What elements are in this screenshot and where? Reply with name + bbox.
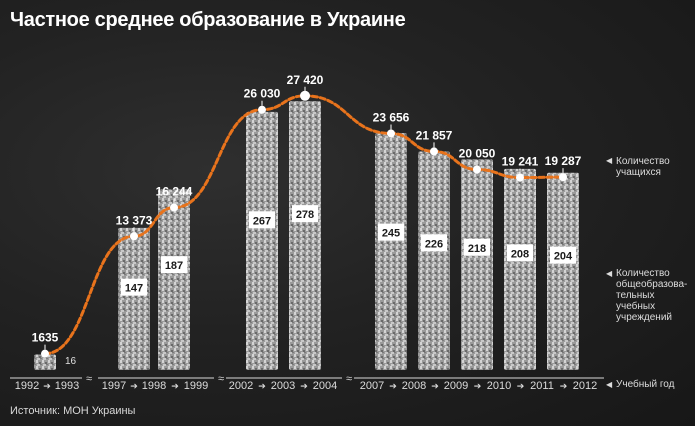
- students-value-label: 27 420: [287, 73, 324, 87]
- year-tick-label: 1998: [142, 380, 166, 392]
- school-bar: [118, 227, 150, 370]
- school-bar: [289, 101, 321, 371]
- school-value-label: 226: [425, 238, 443, 250]
- school-value-label: 278: [296, 209, 314, 221]
- school-bar: [461, 159, 493, 370]
- year-arrow-icon: ➔: [130, 382, 138, 392]
- students-point: [516, 173, 524, 182]
- year-tick-label: 2004: [313, 380, 337, 392]
- legend-schools-line-2: общеобразова-: [616, 279, 688, 290]
- students-value-label: 19 287: [545, 154, 582, 168]
- year-tick-label: 2003: [271, 380, 295, 392]
- legend-students: Количество учащихся: [616, 156, 670, 178]
- year-arrow-icon: ➔: [171, 382, 179, 392]
- school-label-box: [550, 246, 576, 264]
- legend-schools-line-4: учреждений: [616, 312, 673, 323]
- legend-year-arrow-icon: ◀: [606, 380, 613, 389]
- year-arrow-icon: ➔: [517, 382, 525, 392]
- legend-schools-line-1: Количество: [616, 268, 670, 279]
- axis-break-icon: ≈: [218, 373, 224, 385]
- source-note: Источник: МОН Украины: [10, 405, 136, 417]
- students-point: [258, 105, 266, 114]
- year-tick-label: 2007: [360, 380, 384, 392]
- school-label-box: [292, 205, 318, 223]
- students-point: [559, 173, 567, 182]
- year-arrow-icon: ➔: [389, 382, 397, 392]
- school-bar: [158, 189, 190, 370]
- year-tick-label: 1997: [102, 380, 126, 392]
- school-value-label: 187: [165, 260, 183, 272]
- year-tick-label: 1999: [184, 380, 208, 392]
- year-tick-label: 2011: [530, 380, 554, 392]
- year-tick-label: 2008: [402, 380, 426, 392]
- school-value-label: 267: [253, 215, 271, 227]
- year-arrow-icon: ➔: [474, 382, 482, 392]
- students-point: [41, 349, 49, 358]
- year-tick-label: 2002: [229, 380, 253, 392]
- students-point: [473, 165, 481, 174]
- year-tick-label: 1993: [55, 380, 79, 392]
- students-point: [130, 232, 138, 241]
- school-value-label: 204: [554, 251, 573, 263]
- students-value-label: 13 373: [116, 213, 153, 227]
- students-value-label: 1635: [32, 331, 59, 345]
- school-value-label: 208: [511, 248, 529, 260]
- year-arrow-icon: ➔: [431, 382, 439, 392]
- school-label-box: [161, 256, 187, 274]
- legend-students-arrow-icon: ◀: [606, 156, 613, 165]
- school-value-label: 16: [65, 356, 77, 367]
- year-tick-label: 1992: [15, 380, 39, 392]
- legend-year: Учебный год: [616, 379, 675, 390]
- students-value-label: 21 857: [416, 128, 453, 142]
- legend-students-line-2: учащихся: [616, 167, 661, 178]
- students-point: [430, 147, 438, 156]
- year-tick-label: 2009: [444, 380, 468, 392]
- legend-schools-line-3: тельных учебных: [616, 290, 656, 312]
- students-value-label: 23 656: [373, 110, 410, 124]
- school-bar: [504, 168, 536, 370]
- axis-break-icon: ≈: [346, 373, 352, 385]
- students-value-label: 19 241: [502, 155, 539, 169]
- school-label-box: [378, 223, 404, 241]
- legend-schools-arrow-icon: ◀: [606, 269, 613, 278]
- axis-break-icon: ≈: [86, 373, 92, 385]
- school-bar: [547, 172, 579, 370]
- school-value-label: 218: [468, 243, 486, 255]
- students-value-label: 26 030: [244, 87, 281, 101]
- school-value-label: 245: [382, 228, 400, 240]
- legend-students-line-1: Количество: [616, 156, 670, 167]
- school-label-box: [249, 211, 275, 229]
- students-point: [170, 203, 178, 212]
- students-point: [387, 129, 395, 138]
- year-arrow-icon: ➔: [43, 382, 51, 392]
- year-arrow-icon: ➔: [300, 382, 308, 392]
- year-tick-label: 2012: [573, 380, 597, 392]
- school-label-box: [121, 278, 147, 296]
- school-bar: [418, 151, 450, 370]
- students-value-label: 20 050: [459, 147, 496, 161]
- students-point: [300, 90, 310, 101]
- school-value-label: 147: [125, 283, 143, 295]
- year-arrow-icon: ➔: [560, 382, 568, 392]
- legend-schools: Количество общеобразова- тельных учебных…: [616, 268, 695, 323]
- school-label-box: [421, 234, 447, 252]
- year-arrow-icon: ➔: [258, 382, 266, 392]
- school-bar: [34, 354, 56, 370]
- school-bar: [246, 111, 278, 371]
- school-label-box: [464, 238, 490, 256]
- school-bar: [375, 133, 407, 370]
- students-value-label: 16 244: [156, 185, 193, 199]
- chart-title: Частное среднее образование в Украине: [10, 9, 406, 31]
- year-tick-label: 2010: [487, 380, 511, 392]
- school-label-box: [507, 244, 533, 262]
